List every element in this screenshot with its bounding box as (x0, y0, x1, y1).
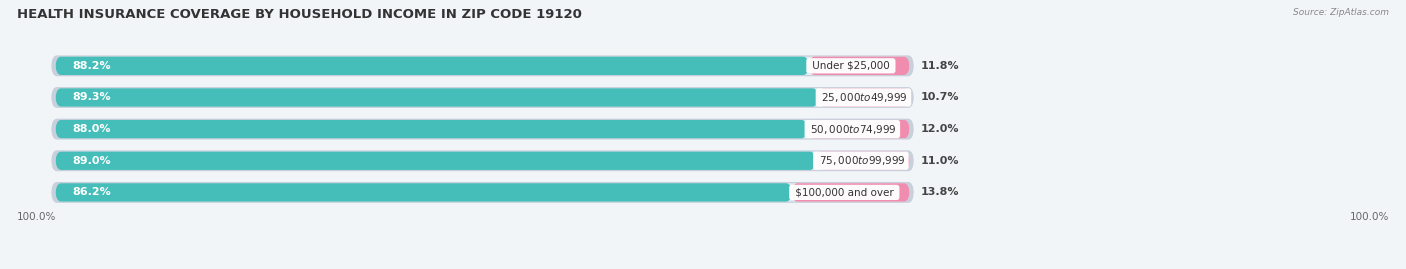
Text: 88.2%: 88.2% (72, 61, 111, 71)
Text: 11.8%: 11.8% (921, 61, 959, 71)
FancyBboxPatch shape (55, 120, 910, 138)
Text: 89.0%: 89.0% (72, 156, 111, 166)
FancyBboxPatch shape (51, 87, 914, 108)
Text: 86.2%: 86.2% (72, 187, 111, 197)
Text: 100.0%: 100.0% (1350, 212, 1389, 222)
FancyBboxPatch shape (55, 152, 815, 170)
Text: $50,000 to $74,999: $50,000 to $74,999 (807, 123, 897, 136)
Text: $75,000 to $99,999: $75,000 to $99,999 (815, 154, 905, 167)
Text: Under $25,000: Under $25,000 (808, 61, 893, 71)
Text: HEALTH INSURANCE COVERAGE BY HOUSEHOLD INCOME IN ZIP CODE 19120: HEALTH INSURANCE COVERAGE BY HOUSEHOLD I… (17, 8, 582, 21)
Text: $25,000 to $49,999: $25,000 to $49,999 (818, 91, 908, 104)
FancyBboxPatch shape (55, 57, 808, 75)
Text: 10.7%: 10.7% (921, 93, 959, 102)
FancyBboxPatch shape (55, 183, 910, 201)
Text: 89.3%: 89.3% (72, 93, 111, 102)
FancyBboxPatch shape (55, 57, 910, 75)
FancyBboxPatch shape (815, 152, 910, 170)
Text: 100.0%: 100.0% (17, 212, 56, 222)
Text: 88.0%: 88.0% (72, 124, 111, 134)
FancyBboxPatch shape (51, 119, 914, 140)
Text: 12.0%: 12.0% (921, 124, 959, 134)
Text: 11.0%: 11.0% (921, 156, 959, 166)
FancyBboxPatch shape (51, 55, 914, 76)
FancyBboxPatch shape (792, 183, 910, 201)
FancyBboxPatch shape (55, 88, 910, 107)
Text: Source: ZipAtlas.com: Source: ZipAtlas.com (1294, 8, 1389, 17)
Text: 13.8%: 13.8% (921, 187, 959, 197)
FancyBboxPatch shape (51, 182, 914, 203)
Text: $100,000 and over: $100,000 and over (792, 187, 897, 197)
FancyBboxPatch shape (808, 57, 910, 75)
FancyBboxPatch shape (818, 88, 910, 107)
FancyBboxPatch shape (55, 120, 807, 138)
FancyBboxPatch shape (55, 152, 910, 170)
FancyBboxPatch shape (55, 183, 792, 201)
FancyBboxPatch shape (807, 120, 910, 138)
FancyBboxPatch shape (51, 150, 914, 171)
FancyBboxPatch shape (55, 88, 818, 107)
